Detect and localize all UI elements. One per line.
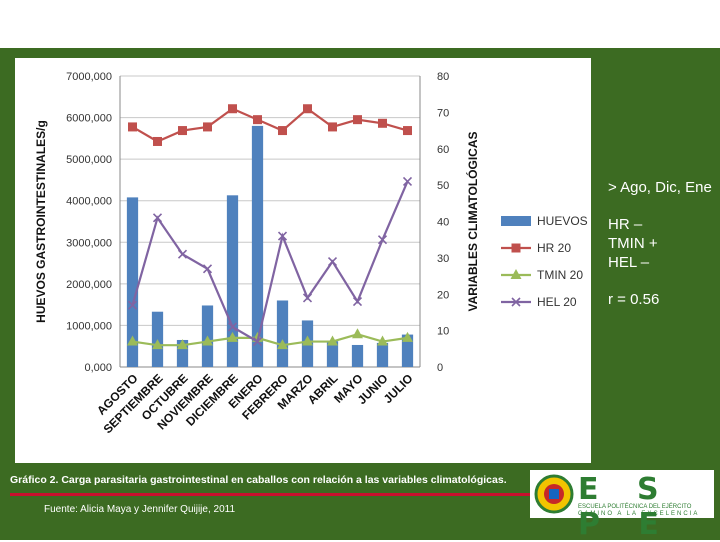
bar-huevos bbox=[176, 339, 189, 367]
point-hr-20 bbox=[153, 136, 162, 146]
point-hr-20 bbox=[203, 122, 212, 132]
logo-letters: E S P E bbox=[578, 472, 673, 542]
point-hr-20 bbox=[278, 126, 287, 136]
point-hr-20 bbox=[178, 126, 187, 136]
point-hr-20 bbox=[378, 118, 387, 128]
bar-huevos bbox=[401, 334, 414, 367]
right-tick-label: 60 bbox=[437, 144, 449, 156]
left-tick-label: 2000,000 bbox=[66, 279, 112, 291]
category-label: JULIO bbox=[381, 371, 416, 406]
point-hel-20 bbox=[377, 235, 388, 245]
left-tick-label: 5000,000 bbox=[66, 154, 112, 166]
point-hel-20 bbox=[327, 256, 338, 267]
right-tick-label: 20 bbox=[437, 289, 449, 301]
right-axis-title: VARIABLES CLIMATOLÓGICAS bbox=[465, 132, 480, 312]
legend-label-huevos: HUEVOS bbox=[537, 214, 588, 228]
note-months: > Ago, Dic, Ene bbox=[608, 179, 712, 196]
point-tmin-20 bbox=[152, 339, 163, 350]
point-hr-20 bbox=[303, 104, 312, 114]
sidebar-notes: > Ago, Dic, Ene HR – TMIN + HEL – r = 0.… bbox=[608, 178, 716, 327]
point-hel-20 bbox=[277, 231, 288, 241]
right-tick-label: 0 bbox=[437, 362, 443, 374]
logo-motto: CAMINO A LA EXCELENCIA bbox=[578, 511, 700, 517]
right-tick-label: 40 bbox=[437, 217, 449, 229]
point-hr-20 bbox=[253, 115, 262, 125]
right-tick-label: 10 bbox=[437, 326, 449, 338]
caption-divider bbox=[10, 493, 530, 496]
source-note: Fuente: Alicia Maya y Jennifer Quijije, … bbox=[44, 504, 236, 515]
logo-subtitle: ESCUELA POLITÉCNICA DEL EJÉRCITO bbox=[578, 504, 692, 510]
legend-label-tmin-20: TMIN 20 bbox=[537, 268, 583, 282]
left-tick-label: 4000,000 bbox=[66, 196, 112, 208]
point-hel-20 bbox=[227, 322, 238, 332]
bar-huevos bbox=[276, 300, 289, 367]
point-hr-20 bbox=[228, 104, 237, 114]
point-tmin-20 bbox=[202, 335, 213, 346]
legend-label-hr-20: HR 20 bbox=[537, 241, 571, 255]
left-tick-label: 3000,000 bbox=[66, 237, 112, 249]
legend-marker-hel-20 bbox=[511, 297, 521, 307]
line-hel-20 bbox=[131, 181, 409, 344]
line-hr-20 bbox=[131, 107, 408, 143]
chart-panel: 0,000 1000,000 2000,000 3000,000 4000,000 500… bbox=[15, 58, 591, 463]
point-hel-20 bbox=[177, 249, 188, 259]
point-tmin-20 bbox=[327, 335, 338, 346]
right-tick-label: 30 bbox=[437, 253, 449, 265]
legend-marker-hr-20 bbox=[511, 243, 521, 253]
point-tmin-20 bbox=[277, 339, 288, 350]
chart-caption: Gráfico 2. Carga parasitaria gastrointes… bbox=[10, 474, 507, 486]
note-correlation: r = 0.56 bbox=[608, 291, 660, 308]
point-hel-20 bbox=[352, 296, 363, 307]
note-variables: HR – TMIN + HEL – bbox=[608, 216, 658, 271]
bar-huevos bbox=[376, 342, 389, 367]
point-tmin-20 bbox=[377, 335, 388, 346]
point-hel-20 bbox=[402, 176, 413, 187]
point-hr-20 bbox=[128, 122, 137, 132]
point-hel-20 bbox=[152, 213, 163, 223]
point-hel-20 bbox=[302, 293, 313, 303]
left-tick-label: 6000,000 bbox=[66, 113, 112, 125]
point-tmin-20 bbox=[352, 328, 363, 339]
point-tmin-20 bbox=[227, 331, 238, 342]
bar-huevos bbox=[351, 344, 364, 367]
left-tick-label: 7000,000 bbox=[66, 71, 112, 83]
bar-huevos bbox=[226, 195, 239, 367]
bar-huevos bbox=[251, 125, 264, 367]
right-tick-label: 50 bbox=[437, 180, 449, 192]
bar-huevos bbox=[126, 197, 139, 367]
crest-icon bbox=[534, 474, 574, 514]
point-hr-20 bbox=[328, 122, 337, 132]
point-hel-20 bbox=[252, 336, 263, 347]
point-tmin-20 bbox=[402, 331, 413, 342]
point-hr-20 bbox=[403, 126, 412, 136]
bar-huevos bbox=[326, 341, 339, 367]
point-tmin-20 bbox=[302, 335, 313, 346]
line-tmin-20 bbox=[132, 333, 408, 347]
chart-svg: 0,0001000,0002000,0003000,0004000,000500… bbox=[34, 71, 588, 436]
point-hel-20 bbox=[202, 264, 213, 274]
right-tick-label: 70 bbox=[437, 107, 449, 119]
espe-logo: E S P E ESCUELA POLITÉCNICA DEL EJÉRCITO… bbox=[530, 470, 714, 542]
left-axis-title: HUEVOS GASTROINTESTINALES/g bbox=[34, 120, 48, 323]
legend-marker-tmin-20 bbox=[510, 269, 522, 279]
left-tick-label: 0,000 bbox=[84, 362, 112, 374]
legend-label-hel-20: HEL 20 bbox=[537, 295, 577, 309]
right-tick-label: 80 bbox=[437, 71, 449, 83]
point-tmin-20 bbox=[127, 335, 138, 346]
legend-swatch-huevos bbox=[501, 216, 531, 226]
top-white-band bbox=[0, 0, 720, 48]
point-hel-20 bbox=[127, 300, 138, 310]
left-tick-label: 1000,000 bbox=[66, 320, 112, 332]
point-tmin-20 bbox=[177, 339, 188, 350]
point-hr-20 bbox=[353, 115, 362, 125]
